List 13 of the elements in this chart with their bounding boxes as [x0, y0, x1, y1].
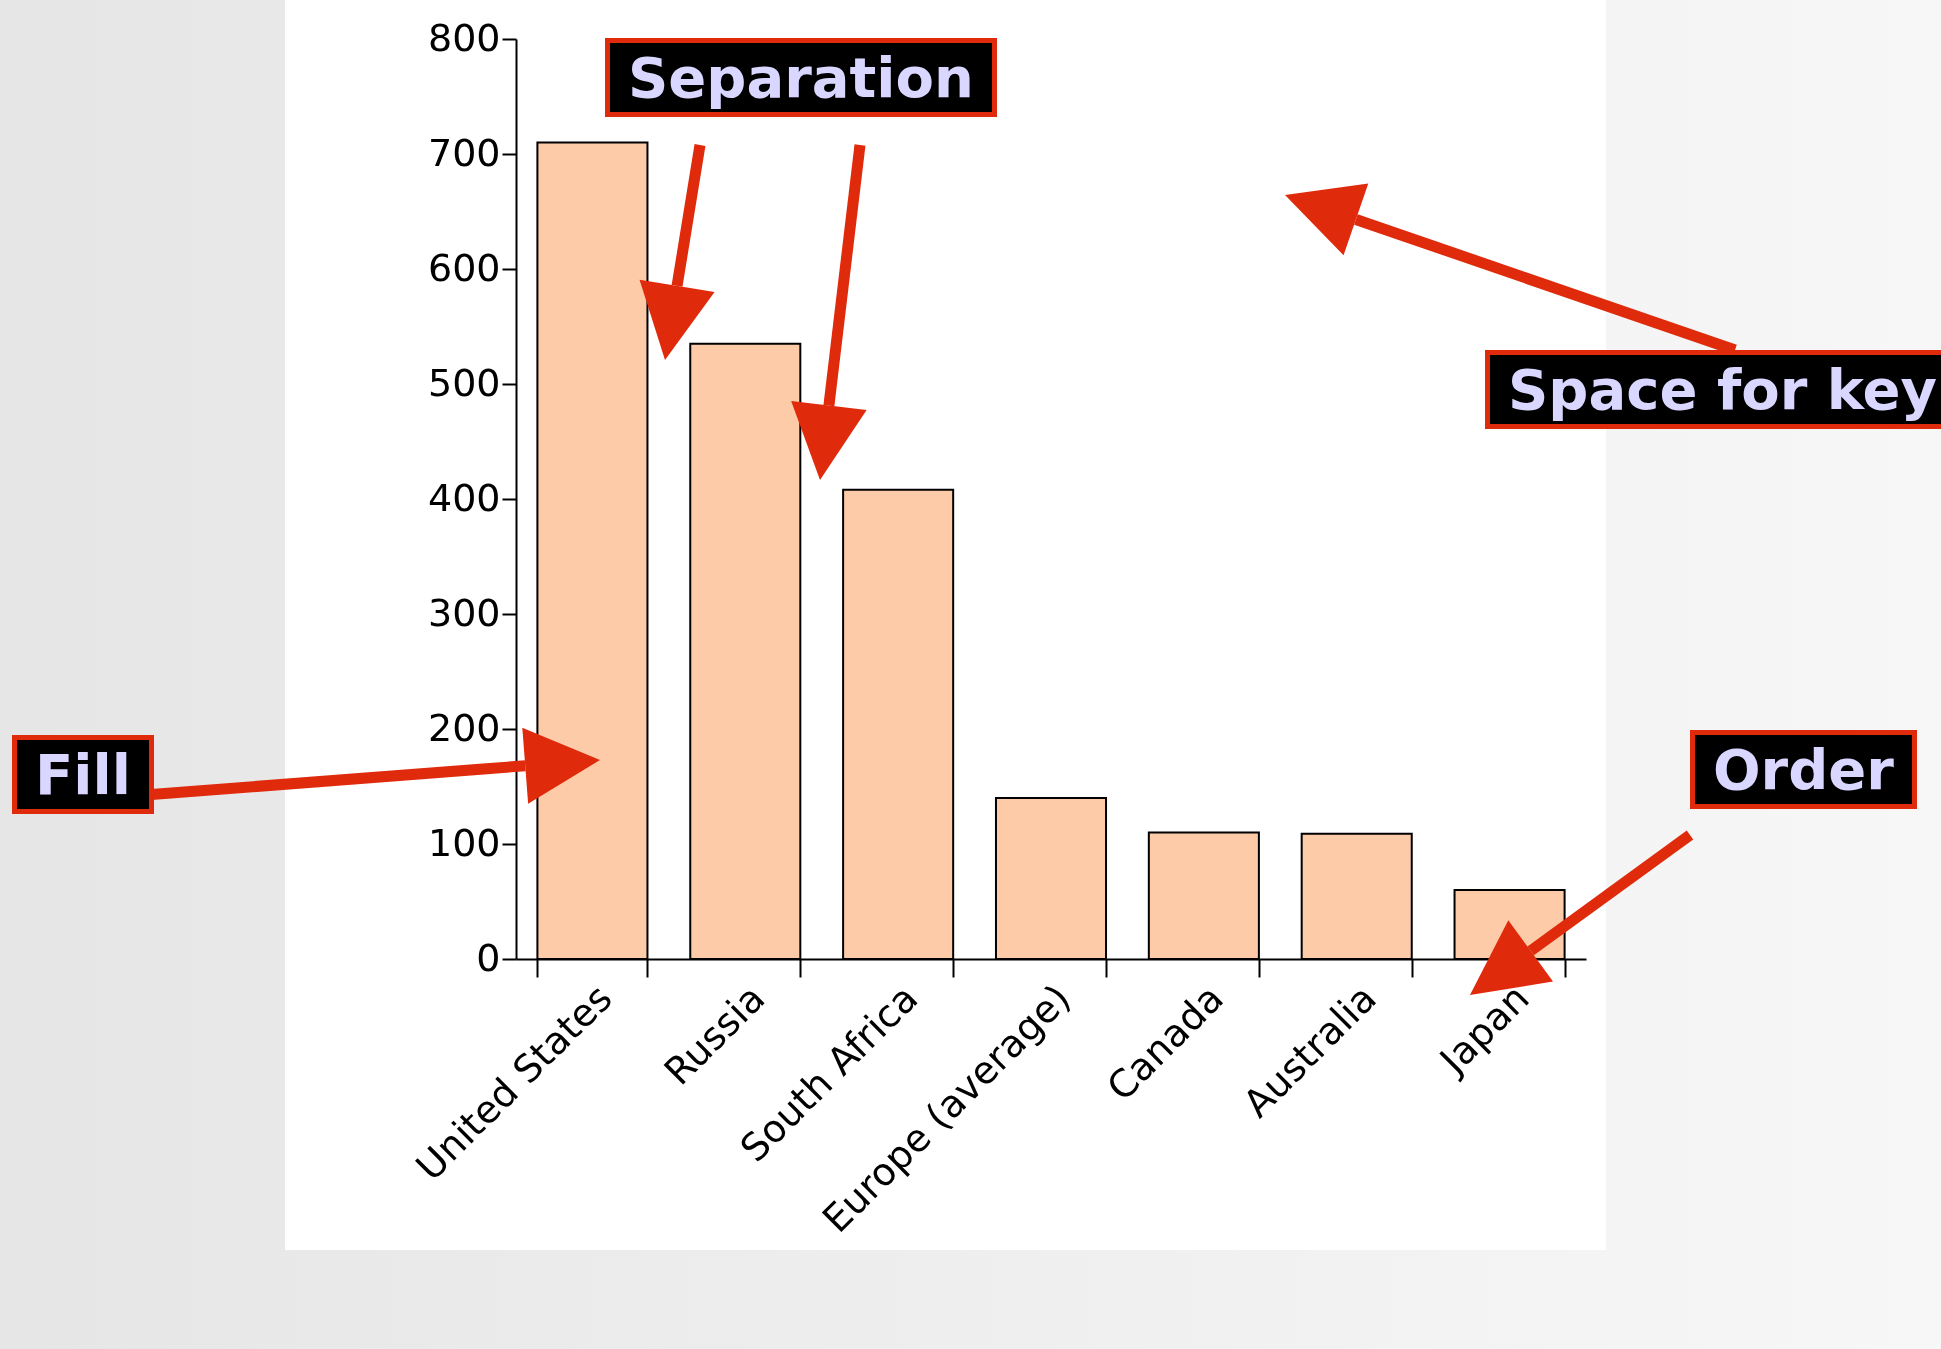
y-tick-label: 700 — [427, 130, 501, 175]
y-tick-label: 800 — [427, 15, 501, 60]
y-tick-label: 400 — [427, 475, 501, 520]
annotation: Space for key — [1485, 350, 1941, 429]
text: Order — [1690, 730, 1917, 809]
text: Fill — [12, 735, 154, 814]
annotation: Separation — [605, 38, 997, 117]
y-tick-label: 500 — [427, 360, 501, 405]
y-tick-label: 300 — [427, 590, 501, 635]
y-tick-label: 0 — [476, 935, 501, 980]
y-tick-label: 600 — [427, 245, 501, 290]
y-tick-label: 200 — [427, 705, 501, 750]
y-tick-label: 100 — [427, 820, 501, 865]
